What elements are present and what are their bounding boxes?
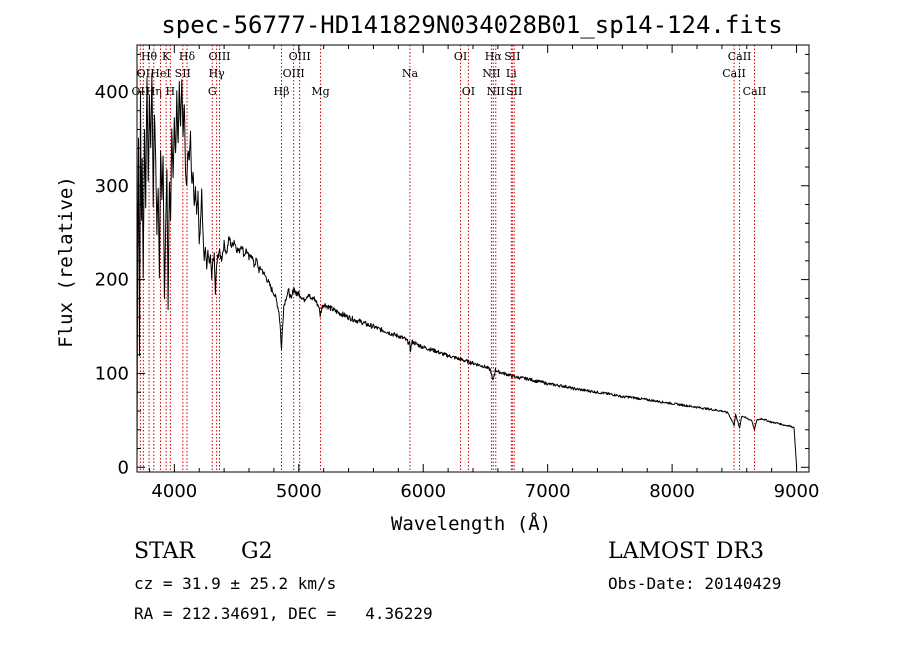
spectral-line-label: Na: [402, 67, 419, 80]
spectrum-series-line: [136, 72, 798, 468]
spectral-line-label: SII: [175, 67, 191, 80]
spectral-line-label: OI: [462, 85, 475, 98]
spectral-line-label: OIII: [289, 50, 311, 63]
spectral-line-label: OI: [137, 67, 150, 80]
x-axis-label: Wavelength (Å): [391, 512, 551, 535]
spectral-line-label: Hβ: [274, 85, 290, 98]
spectral-line-label: Li: [506, 67, 517, 80]
y-tick-label: 200: [95, 270, 129, 291]
spectral-line-label: CaII: [743, 85, 767, 98]
y-axis-label: Flux (relative): [55, 176, 77, 348]
object-class: STAR: [134, 539, 195, 564]
x-tick-label: 5000: [276, 481, 322, 502]
y-tick-label: 100: [95, 363, 129, 384]
spectral-line-label: Hα: [485, 50, 503, 63]
spectral-line-label: SII: [506, 85, 522, 98]
y-tick-label: 0: [118, 457, 129, 478]
spectral-line-label: NII: [487, 85, 505, 98]
spectral-line-label: Hη: [146, 85, 162, 98]
spectral-line-label: CaII: [722, 67, 746, 80]
chart-title: spec-56777-HD141829N034028B01_sp14-124.f…: [161, 11, 782, 39]
spectral-line-label: Hθ: [141, 50, 158, 63]
x-tick-label: 9000: [774, 481, 820, 502]
survey-name: LAMOST DR3: [608, 539, 764, 564]
x-tick-label: 4000: [151, 481, 197, 502]
spectral-line-label: Hγ: [209, 67, 226, 80]
spectral-line-label: OI: [454, 50, 467, 63]
spectral-line-label: SII: [504, 50, 520, 63]
observation-date: Obs-Date: 20140429: [608, 574, 782, 593]
spectral-line-label: HeI: [150, 67, 170, 80]
y-tick-label: 300: [95, 176, 129, 197]
spectral-line-label: Hδ: [179, 50, 196, 63]
spectral-line-label: Mg: [311, 85, 329, 98]
redshift-velocity: cz = 31.9 ± 25.2 km/s: [134, 574, 337, 593]
x-tick-label: 7000: [525, 481, 571, 502]
subclass: G2: [241, 539, 273, 564]
ra-dec-coordinates: RA = 212.34691, DEC = 4.36229: [134, 604, 433, 623]
spectral-line-label: H: [166, 85, 176, 98]
spectral-line-label: NII: [482, 67, 500, 80]
spectral-line-label: OIII: [208, 50, 230, 63]
spectral-line-label: CaII: [728, 50, 752, 63]
x-tick-label: 6000: [400, 481, 446, 502]
y-tick-label: 400: [95, 82, 129, 103]
spectral-line-label: OIII: [283, 67, 305, 80]
x-tick-label: 8000: [649, 481, 695, 502]
spectral-line-label: G: [208, 85, 217, 98]
spectral-line-label: K: [162, 50, 171, 63]
